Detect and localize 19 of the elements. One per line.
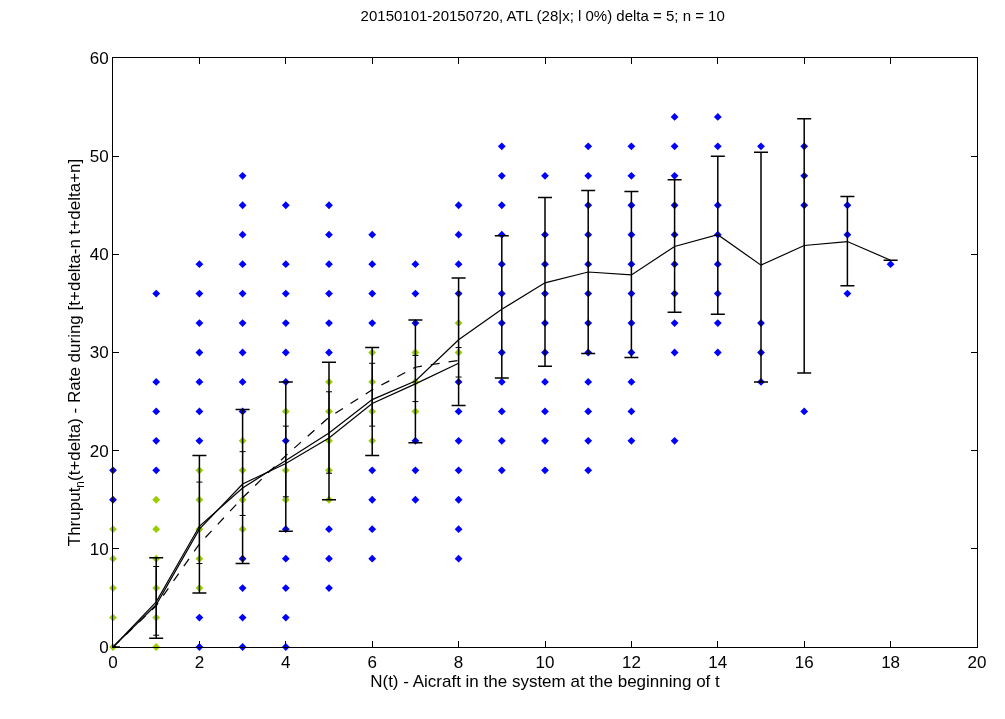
x-tick-label: 14	[708, 653, 728, 673]
y-tick-label: 60	[89, 48, 109, 68]
x-tick-label: 18	[881, 653, 901, 673]
x-tick-label: 12	[621, 653, 641, 673]
y-tick-label: 30	[89, 343, 109, 363]
y-tick-label: 10	[89, 539, 109, 559]
x-tick-label: 2	[194, 653, 205, 673]
x-tick-label: 6	[367, 653, 377, 673]
y-tick-label: 20	[89, 441, 109, 461]
x-tick-label: 4	[281, 653, 291, 673]
y-tick-label: 40	[89, 245, 109, 265]
x-tick-label: 20	[967, 653, 987, 673]
x-tick-label: 10	[535, 653, 555, 673]
x-axis-title: N(t) - Aicraft in the system at the beginning of t	[370, 672, 721, 692]
y-tick-label: 0	[99, 637, 109, 657]
x-tick-label: 16	[794, 653, 814, 673]
chart-title: 20150101-20150720, ATL (28|x; l 0%) delta = 5; n = 10	[360, 7, 725, 25]
x-tick-label: 8	[453, 653, 464, 673]
y-tick-label: 50	[89, 147, 109, 167]
